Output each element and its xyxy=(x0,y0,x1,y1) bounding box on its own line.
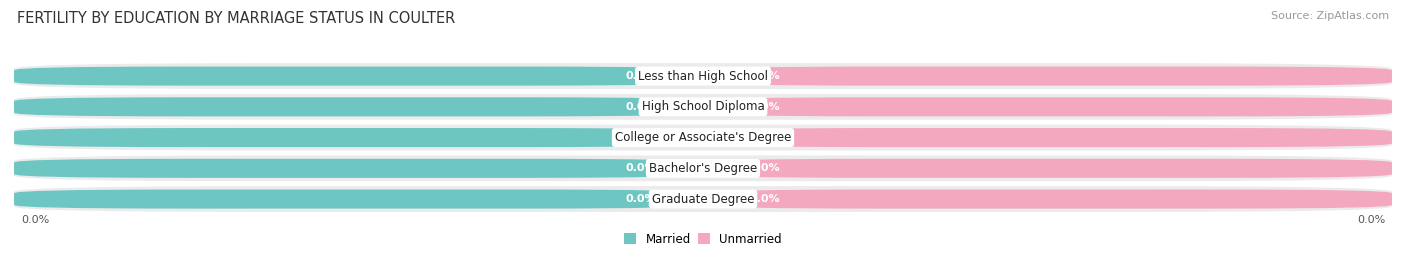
Text: Source: ZipAtlas.com: Source: ZipAtlas.com xyxy=(1271,11,1389,21)
FancyBboxPatch shape xyxy=(14,66,696,86)
Legend: Married, Unmarried: Married, Unmarried xyxy=(624,233,782,246)
FancyBboxPatch shape xyxy=(14,155,1392,181)
Text: 0.0%: 0.0% xyxy=(626,133,657,143)
Text: 0.0%: 0.0% xyxy=(1357,215,1385,225)
Text: Less than High School: Less than High School xyxy=(638,70,768,83)
Text: 0.0%: 0.0% xyxy=(749,194,780,204)
Text: 0.0%: 0.0% xyxy=(749,133,780,143)
FancyBboxPatch shape xyxy=(710,159,1392,178)
Text: High School Diploma: High School Diploma xyxy=(641,100,765,113)
Text: 0.0%: 0.0% xyxy=(626,163,657,173)
Text: 0.0%: 0.0% xyxy=(749,163,780,173)
Text: 0.0%: 0.0% xyxy=(21,215,49,225)
FancyBboxPatch shape xyxy=(14,94,1392,120)
FancyBboxPatch shape xyxy=(14,125,1392,150)
Text: College or Associate's Degree: College or Associate's Degree xyxy=(614,131,792,144)
Text: 0.0%: 0.0% xyxy=(749,71,780,81)
Text: Bachelor's Degree: Bachelor's Degree xyxy=(650,162,756,175)
Text: Graduate Degree: Graduate Degree xyxy=(652,193,754,206)
FancyBboxPatch shape xyxy=(14,63,1392,89)
FancyBboxPatch shape xyxy=(14,186,1392,212)
Text: 0.0%: 0.0% xyxy=(626,102,657,112)
FancyBboxPatch shape xyxy=(710,190,1392,208)
Text: FERTILITY BY EDUCATION BY MARRIAGE STATUS IN COULTER: FERTILITY BY EDUCATION BY MARRIAGE STATU… xyxy=(17,11,456,26)
FancyBboxPatch shape xyxy=(14,190,696,208)
FancyBboxPatch shape xyxy=(710,128,1392,147)
FancyBboxPatch shape xyxy=(710,97,1392,116)
Text: 0.0%: 0.0% xyxy=(626,71,657,81)
Text: 0.0%: 0.0% xyxy=(626,194,657,204)
FancyBboxPatch shape xyxy=(710,66,1392,86)
Text: 0.0%: 0.0% xyxy=(749,102,780,112)
FancyBboxPatch shape xyxy=(14,128,696,147)
FancyBboxPatch shape xyxy=(14,97,696,116)
FancyBboxPatch shape xyxy=(14,159,696,178)
